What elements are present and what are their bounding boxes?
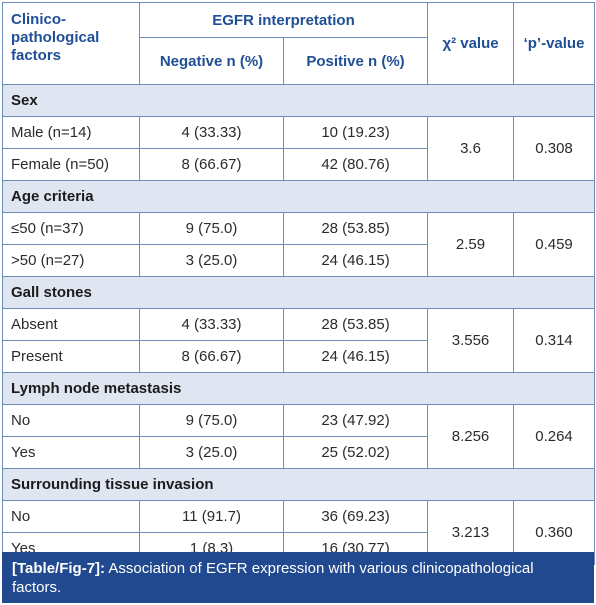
chi-square-cell: 2.59 bbox=[427, 212, 515, 277]
header-row-2: Negative n (%) Positive n (%) bbox=[3, 37, 595, 85]
section-row: Sex bbox=[1, 84, 596, 117]
positive-header: Positive n (%) bbox=[282, 37, 429, 85]
positive-cell: 42 (80.76) bbox=[282, 148, 429, 181]
negative-cell: 9 (75.0) bbox=[139, 404, 284, 437]
positive-cell: 36 (69.23) bbox=[282, 500, 429, 533]
header-row-1: Clinico-pathological factors EGFR interp… bbox=[2, 2, 596, 85]
positive-cell: 10 (19.23) bbox=[282, 116, 429, 149]
table-body: Sex Male (n=14) 4 (33.33) 10 (19.23) 3.6 0.30… bbox=[1, 84, 596, 565]
row-label: >50 (n=27) bbox=[2, 244, 140, 277]
negative-cell: 8 (66.67) bbox=[139, 340, 284, 373]
section-row: Gall stones bbox=[1, 276, 596, 309]
positive-cell: 28 (53.85) bbox=[282, 308, 429, 341]
chi-square-cell: 3.556 bbox=[427, 308, 515, 373]
table-row: No 11 (91.7) 36 (69.23) 3.213 0.360 bbox=[2, 500, 596, 565]
chi-square-header: χ² value bbox=[427, 2, 515, 85]
p-value-cell: 0.308 bbox=[513, 116, 596, 181]
table-row: No 9 (75.0) 23 (47.92) 8.256 0.264 bbox=[2, 404, 596, 469]
section-title: Sex bbox=[1, 84, 596, 117]
negative-cell: 11 (91.7) bbox=[139, 500, 284, 533]
positive-cell: 24 (46.15) bbox=[282, 340, 429, 373]
table-row: Male (n=14) 4 (33.33) 10 (19.23) 3.6 0.308 bbox=[2, 116, 596, 181]
p-value-cell: 0.459 bbox=[513, 212, 596, 277]
section-title: Gall stones bbox=[1, 276, 596, 309]
section-title: Lymph node metastasis bbox=[1, 372, 596, 405]
section-row: Lymph node metastasis bbox=[1, 372, 596, 405]
egfr-header: EGFR interpretation bbox=[138, 2, 429, 38]
row-label: Present bbox=[2, 340, 140, 373]
positive-cell: 25 (52.02) bbox=[282, 436, 429, 469]
table-caption: [Table/Fig-7]: Association of EGFR expre… bbox=[2, 552, 594, 603]
table-row: Yes 3 (25.0) 25 (52.02) bbox=[2, 436, 595, 469]
row-label: Male (n=14) bbox=[2, 116, 140, 149]
table-row: Absent 4 (33.33) 28 (53.85) 3.556 0.314 bbox=[2, 308, 596, 373]
negative-cell: 3 (25.0) bbox=[139, 436, 284, 469]
table-row: Present 8 (66.67) 24 (46.15) bbox=[2, 340, 595, 373]
negative-header: Negative n (%) bbox=[139, 37, 284, 85]
section-row: Age criteria bbox=[1, 180, 596, 213]
positive-cell: 28 (53.85) bbox=[282, 212, 429, 245]
negative-cell: 3 (25.0) bbox=[139, 244, 284, 277]
p-value-header: ‘p’-value bbox=[513, 2, 596, 85]
egfr-association-table: Clinico-pathological factors EGFR interp… bbox=[1, 2, 596, 565]
table-row: >50 (n=27) 3 (25.0) 24 (46.15) bbox=[2, 244, 595, 277]
caption-label: [Table/Fig-7]: bbox=[12, 560, 106, 577]
factors-header: Clinico-pathological factors bbox=[2, 2, 140, 85]
negative-cell: 9 (75.0) bbox=[139, 212, 284, 245]
table-row: ≤50 (n=37) 9 (75.0) 28 (53.85) 2.59 0.459 bbox=[2, 212, 596, 277]
negative-cell: 4 (33.33) bbox=[139, 116, 284, 149]
chi-square-cell: 8.256 bbox=[427, 404, 515, 469]
section-title: Age criteria bbox=[1, 180, 596, 213]
table-row: Female (n=50) 8 (66.67) 42 (80.76) bbox=[2, 148, 595, 181]
row-label: ≤50 (n=37) bbox=[2, 212, 140, 245]
negative-cell: 4 (33.33) bbox=[139, 308, 284, 341]
negative-cell: 8 (66.67) bbox=[139, 148, 284, 181]
p-value-cell: 0.264 bbox=[513, 404, 596, 469]
row-label: No bbox=[2, 500, 140, 533]
row-label: Female (n=50) bbox=[2, 148, 140, 181]
row-label: Absent bbox=[2, 308, 140, 341]
caption-text: Association of EGFR expression with vari… bbox=[12, 560, 534, 596]
positive-cell: 23 (47.92) bbox=[282, 404, 429, 437]
section-title: Surrounding tissue invasion bbox=[1, 468, 596, 501]
section-row: Surrounding tissue invasion bbox=[1, 468, 596, 501]
row-label: Yes bbox=[2, 436, 140, 469]
chi-square-cell: 3.6 bbox=[427, 116, 515, 181]
row-label: No bbox=[2, 404, 140, 437]
positive-cell: 24 (46.15) bbox=[282, 244, 429, 277]
p-value-cell: 0.314 bbox=[513, 308, 596, 373]
